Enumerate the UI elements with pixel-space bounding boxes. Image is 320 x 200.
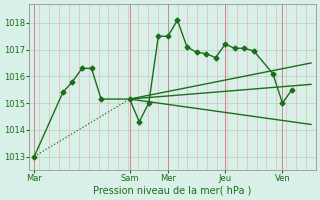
X-axis label: Pression niveau de la mer( hPa ): Pression niveau de la mer( hPa ) [93,186,252,196]
